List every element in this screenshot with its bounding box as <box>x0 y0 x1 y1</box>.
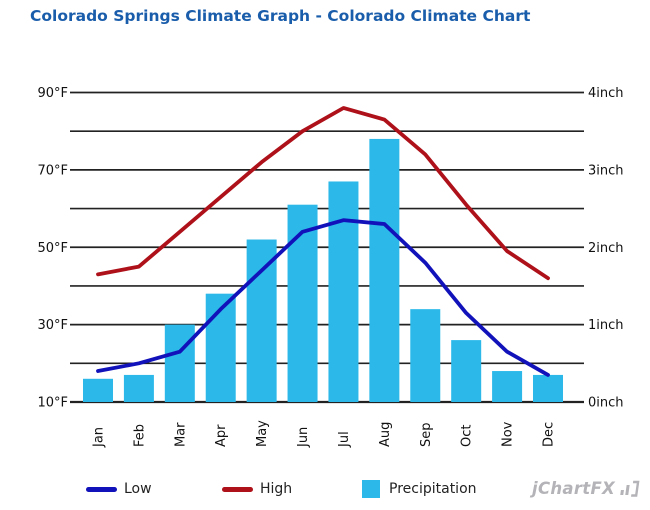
precipitation-bar <box>123 374 154 402</box>
month-label: Mar <box>173 422 188 447</box>
left-axis-tick-label: 90°F <box>37 86 68 101</box>
month-label: Jun <box>296 427 311 448</box>
month-label: Nov <box>501 421 516 447</box>
jchartfx-logo-icon <box>620 480 640 497</box>
month-label: Dec <box>542 422 557 447</box>
month-label: Feb <box>132 424 147 447</box>
left-axis-tick-label: 70°F <box>37 163 68 178</box>
legend-label-low: Low <box>124 481 152 497</box>
month-label: May <box>255 420 270 447</box>
legend-item-precipitation[interactable]: Precipitation <box>362 479 477 499</box>
legend-item-low[interactable]: Low <box>86 479 152 499</box>
precipitation-bar <box>492 371 523 402</box>
page-title: Colorado Springs Climate Graph - Colorad… <box>30 7 531 25</box>
legend-item-high[interactable]: High <box>222 479 292 499</box>
month-label: Jul <box>337 431 352 448</box>
high-line <box>96 106 550 281</box>
precipitation-bar <box>83 378 113 402</box>
precipitation-bar <box>164 324 195 402</box>
jchartfx-watermark[interactable]: jChartFX <box>532 479 640 498</box>
month-label: Oct <box>460 425 475 447</box>
precipitation-bar <box>451 340 482 402</box>
month-label: Sep <box>419 422 434 447</box>
left-axis-tick-label: 30°F <box>37 318 68 333</box>
left-axis-tick-label: 50°F <box>37 241 68 256</box>
month-label: Aug <box>378 422 393 447</box>
chart-legend: Low High Precipitation <box>0 479 650 501</box>
precipitation-bar <box>287 204 318 402</box>
legend-label-precipitation: Precipitation <box>389 481 477 497</box>
low-line <box>96 218 550 377</box>
month-label: Jan <box>92 427 107 448</box>
right-axis-tick-label: 0inch <box>588 396 624 411</box>
precipitation-bar <box>410 309 441 402</box>
right-axis-tick-label: 3inch <box>588 163 624 178</box>
precipitation-bar <box>246 239 277 402</box>
right-axis-tick-label: 4inch <box>588 86 624 101</box>
month-label: Apr <box>214 424 229 447</box>
right-axis-tick-label: 1inch <box>588 318 624 333</box>
precipitation-bar <box>369 138 400 403</box>
precipitation-bar <box>328 181 359 402</box>
left-axis-tick-label: 10°F <box>37 396 68 411</box>
precipitation-bar <box>533 374 563 402</box>
high-line-swatch-icon <box>222 486 253 492</box>
legend-label-high: High <box>260 481 293 497</box>
jchartfx-watermark-label: jChartFX <box>532 479 616 498</box>
right-axis-tick-label: 2inch <box>588 241 624 256</box>
precipitation-swatch-icon <box>362 480 380 498</box>
low-line-swatch-icon <box>86 486 117 492</box>
